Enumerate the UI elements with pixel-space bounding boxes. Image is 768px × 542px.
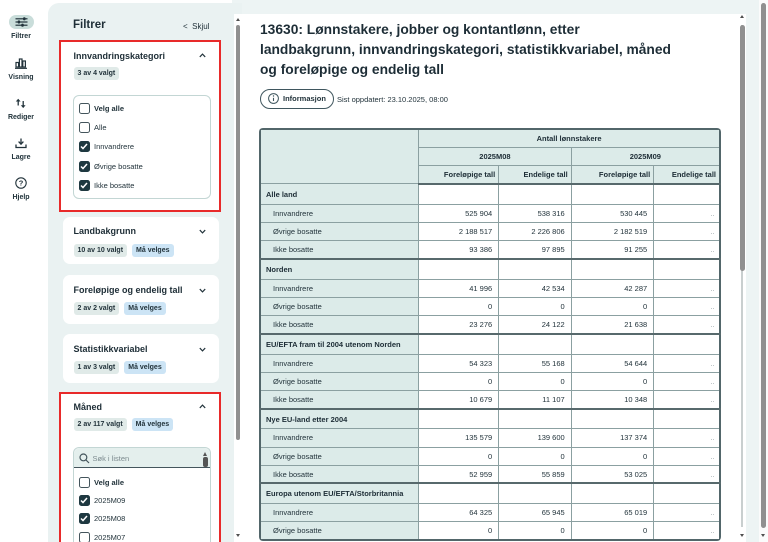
svg-text:?: ?: [19, 179, 24, 188]
